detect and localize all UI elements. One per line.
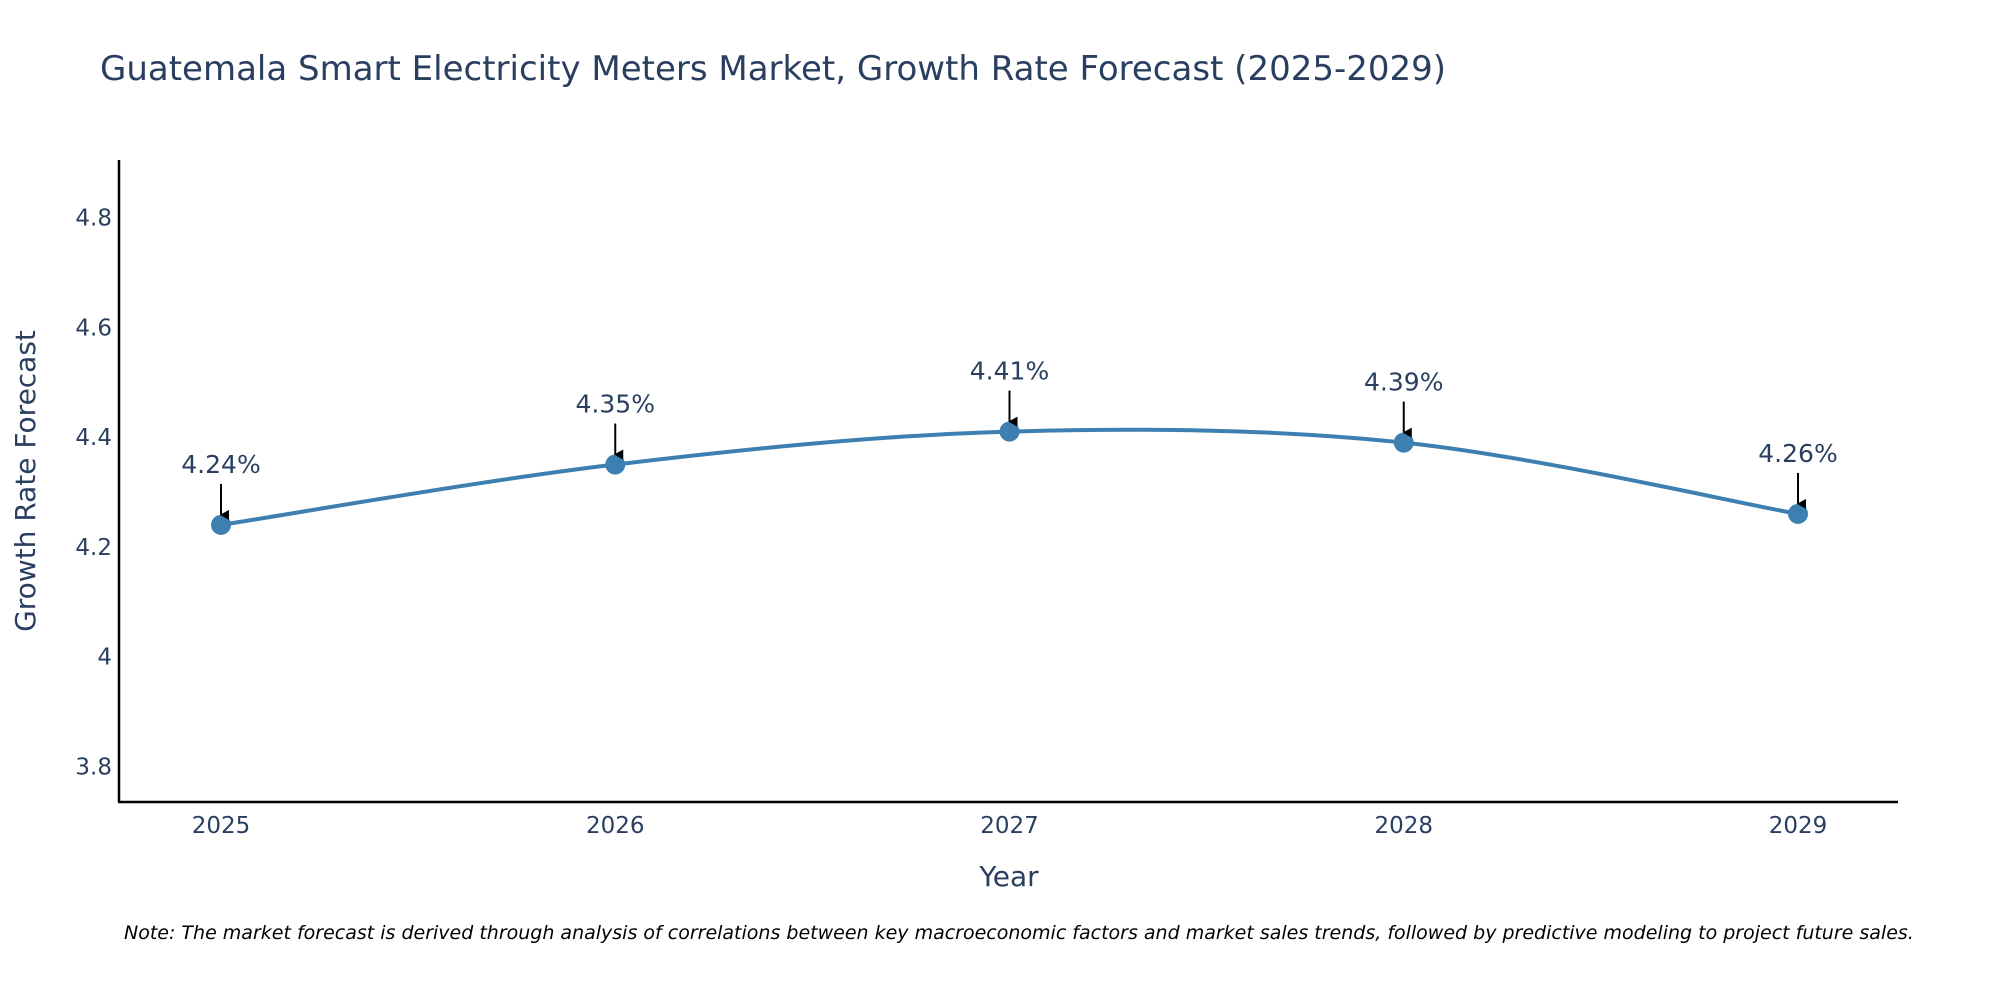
- y-tick-label: 4.2: [75, 535, 112, 561]
- x-tick-label: 2027: [980, 813, 1039, 839]
- x-tick-label: 2028: [1374, 813, 1433, 839]
- data-label: 4.35%: [576, 390, 655, 419]
- y-tick-label: 4.6: [75, 315, 112, 341]
- data-label: 4.41%: [970, 357, 1049, 386]
- data-label-annotations: 4.24% 4.35% 4.41% 4.39% 4.26%: [181, 357, 1838, 520]
- data-point: [1393, 432, 1414, 453]
- x-tick-label: 2025: [192, 813, 251, 839]
- series-line: [220, 427, 1799, 527]
- x-tick-label: 2026: [586, 813, 645, 839]
- data-label: 4.24%: [181, 450, 260, 479]
- data-label: 4.26%: [1758, 439, 1837, 468]
- x-tick-labels: 2025 2026 2027 2028 2029: [192, 813, 1828, 839]
- y-tick-label: 4.4: [75, 425, 112, 451]
- data-point: [211, 514, 231, 535]
- axes: [117, 160, 1898, 804]
- data-point: [1788, 503, 1808, 524]
- data-point: [605, 454, 626, 475]
- data-label: 4.39%: [1364, 368, 1443, 397]
- x-axis-title: Year: [978, 860, 1039, 893]
- y-tick-label: 4: [97, 645, 112, 671]
- y-axis-title: Growth Rate Forecast: [9, 330, 42, 632]
- footnote: Note: The market forecast is derived thr…: [124, 922, 1914, 944]
- y-tick-labels: 3.8 4 4.2 4.4 4.6 4.8: [75, 206, 112, 781]
- data-point: [999, 421, 1020, 442]
- y-tick-label: 3.8: [75, 754, 112, 780]
- series-markers: [211, 421, 1808, 535]
- y-tick-label: 4.8: [75, 206, 112, 232]
- chart-title: Guatemala Smart Electricity Meters Marke…: [100, 49, 1446, 89]
- x-tick-label: 2029: [1769, 813, 1828, 839]
